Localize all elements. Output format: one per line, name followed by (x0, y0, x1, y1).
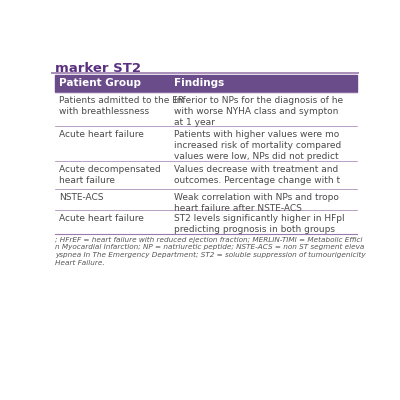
Bar (55, 189, 358, 210)
Text: Acute heart failure: Acute heart failure (59, 130, 144, 139)
Text: Patient Group: Patient Group (59, 78, 141, 88)
Text: ; HFrEF = heart failure with reduced ejection fraction; MERLIN-TIMI = Metabolic : ; HFrEF = heart failure with reduced eje… (55, 237, 366, 266)
Text: NSTE-ACS: NSTE-ACS (59, 193, 103, 202)
Text: marker ST2: marker ST2 (55, 62, 141, 75)
Text: Weak correlation with NPs and tropo
heart failure after NSTE-ACS: Weak correlation with NPs and tropo hear… (174, 193, 339, 213)
Bar (55, 210, 358, 234)
Text: ST2 levels significantly higher in HFpl
predicting prognosis in both groups: ST2 levels significantly higher in HFpl … (174, 214, 345, 234)
Text: Acute decompensated
heart failure: Acute decompensated heart failure (59, 165, 160, 185)
Bar (55, 92, 358, 126)
Text: Inferior to NPs for the diagnosis of he
with worse NYHA class and sympton
at 1 y: Inferior to NPs for the diagnosis of he … (174, 96, 344, 127)
Text: Patients with higher values were mo
increased risk of mortality compared
values : Patients with higher values were mo incr… (174, 130, 342, 161)
Text: Findings: Findings (174, 78, 224, 88)
Bar (55, 126, 358, 161)
Text: Acute heart failure: Acute heart failure (59, 214, 144, 223)
Bar (55, 161, 358, 189)
Text: Values decrease with treatment and
outcomes. Percentage change with t: Values decrease with treatment and outco… (174, 165, 340, 185)
Bar (55, 75, 358, 92)
Text: Patients admitted to the ER
with breathlessness: Patients admitted to the ER with breathl… (59, 96, 184, 116)
